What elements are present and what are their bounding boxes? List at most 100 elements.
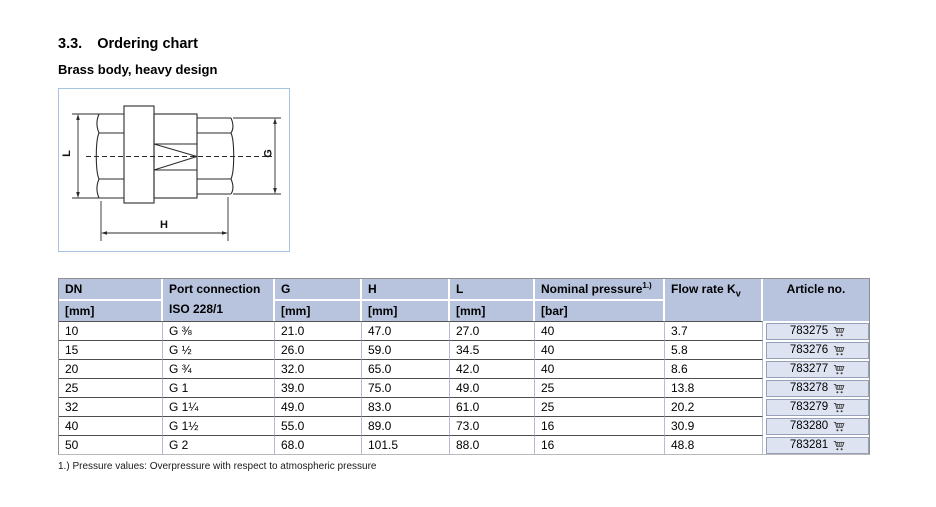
cell-l: 88.0 — [450, 435, 535, 454]
cell-dn: 40 — [59, 416, 163, 435]
cell-dn: 25 — [59, 378, 163, 397]
table-row: 10 G ⅜ 21.0 47.0 27.0 40 3.7 783275 — [59, 321, 869, 340]
cell-port: G 2 — [163, 435, 275, 454]
cell-dn: 32 — [59, 397, 163, 416]
cell-article: 783281 — [763, 435, 869, 454]
cart-icon — [833, 364, 845, 374]
cell-pressure: 40 — [535, 340, 665, 359]
cell-pressure: 16 — [535, 416, 665, 435]
article-number: 783277 — [789, 362, 829, 375]
cell-flow: 30.9 — [665, 416, 763, 435]
col-header-pressure: Nominal pressure1.) — [535, 279, 665, 301]
cell-g: 39.0 — [275, 378, 362, 397]
ordering-chart-table: DN Port connection ISO 228/1 G H L Nomin… — [59, 279, 869, 454]
cell-article: 783277 — [763, 359, 869, 378]
cart-icon — [833, 440, 845, 450]
cell-port: G 1 — [163, 378, 275, 397]
cell-g: 21.0 — [275, 321, 362, 340]
col-unit-dn: [mm] — [59, 301, 163, 321]
cell-article: 783275 — [763, 321, 869, 340]
col-header-flow: Flow rate Kv — [665, 279, 763, 321]
table-row: 25 G 1 39.0 75.0 49.0 25 13.8 783278 — [59, 378, 869, 397]
article-number: 783279 — [789, 400, 829, 413]
cell-pressure: 25 — [535, 397, 665, 416]
check-cone — [153, 143, 198, 171]
cell-l: 27.0 — [450, 321, 535, 340]
cell-flow: 8.6 — [665, 359, 763, 378]
dimension-h: H — [100, 197, 229, 241]
cell-article: 783276 — [763, 340, 869, 359]
page-title: Ordering chart — [97, 36, 198, 52]
dimension-l: L — [61, 113, 99, 199]
cell-l: 61.0 — [450, 397, 535, 416]
article-order-button[interactable]: 783276 — [766, 341, 869, 359]
cell-h: 89.0 — [362, 416, 450, 435]
cell-dn: 10 — [59, 321, 163, 340]
cell-pressure: 40 — [535, 359, 665, 378]
cart-icon — [833, 326, 845, 336]
table-row: 15 G ½ 26.0 59.0 34.5 40 5.8 783276 — [59, 340, 869, 359]
article-number: 783278 — [789, 381, 829, 394]
cell-h: 83.0 — [362, 397, 450, 416]
cell-dn: 20 — [59, 359, 163, 378]
cell-flow: 5.8 — [665, 340, 763, 359]
cell-flow: 20.2 — [665, 397, 763, 416]
col-unit-pressure: [bar] — [535, 301, 665, 321]
col-unit-h: [mm] — [362, 301, 450, 321]
ordering-table: DN Port connection ISO 228/1 G H L Nomin… — [58, 278, 870, 455]
cell-g: 68.0 — [275, 435, 362, 454]
section-number: 3.3. — [58, 36, 83, 52]
cell-pressure: 16 — [535, 435, 665, 454]
cell-g: 49.0 — [275, 397, 362, 416]
section-heading: 3.3. Ordering chart — [58, 36, 198, 52]
cell-g: 26.0 — [275, 340, 362, 359]
cell-article: 783279 — [763, 397, 869, 416]
cell-dn: 50 — [59, 435, 163, 454]
article-order-button[interactable]: 783281 — [766, 436, 869, 454]
col-header-h: H — [362, 279, 450, 301]
col-unit-l: [mm] — [450, 301, 535, 321]
article-number: 783275 — [789, 324, 829, 337]
table-row: 50 G 2 68.0 101.5 88.0 16 48.8 783281 — [59, 435, 869, 454]
col-header-dn: DN — [59, 279, 163, 301]
article-order-button[interactable]: 783279 — [766, 398, 869, 416]
dim-label-l: L — [61, 150, 73, 157]
col-header-port: Port connection ISO 228/1 — [163, 279, 275, 321]
article-number: 783280 — [789, 419, 829, 432]
table-row: 32 G 1¼ 49.0 83.0 61.0 25 20.2 783279 — [59, 397, 869, 416]
valve-drawing-svg: L G H — [61, 105, 281, 241]
article-order-button[interactable]: 783277 — [766, 360, 869, 378]
pressure-footnote: 1.) Pressure values: Overpressure with r… — [58, 461, 377, 472]
col-header-g: G — [275, 279, 362, 301]
cart-icon — [833, 383, 845, 393]
article-number: 783281 — [789, 438, 829, 451]
cell-flow: 13.8 — [665, 378, 763, 397]
cell-g: 32.0 — [275, 359, 362, 378]
cell-article: 783280 — [763, 416, 869, 435]
cell-port: G 1¼ — [163, 397, 275, 416]
article-order-button[interactable]: 783278 — [766, 379, 869, 397]
cell-port: G ⅜ — [163, 321, 275, 340]
cart-icon — [833, 345, 845, 355]
cell-port: G ½ — [163, 340, 275, 359]
union-nut — [123, 105, 155, 204]
cell-l: 34.5 — [450, 340, 535, 359]
col-header-l: L — [450, 279, 535, 301]
article-order-button[interactable]: 783280 — [766, 417, 869, 435]
product-subtitle: Brass body, heavy design — [58, 62, 218, 77]
cell-dn: 15 — [59, 340, 163, 359]
article-order-button[interactable]: 783275 — [766, 322, 869, 340]
cell-pressure: 40 — [535, 321, 665, 340]
cell-h: 101.5 — [362, 435, 450, 454]
dimension-g: G — [233, 117, 281, 195]
article-number: 783276 — [789, 343, 829, 356]
left-hex-nut — [95, 113, 124, 199]
col-header-article: Article no. — [763, 279, 869, 321]
cell-flow: 48.8 — [665, 435, 763, 454]
cell-h: 65.0 — [362, 359, 450, 378]
table-row: 20 G ¾ 32.0 65.0 42.0 40 8.6 783277 — [59, 359, 869, 378]
col-unit-g: [mm] — [275, 301, 362, 321]
cell-article: 783278 — [763, 378, 869, 397]
cell-pressure: 25 — [535, 378, 665, 397]
